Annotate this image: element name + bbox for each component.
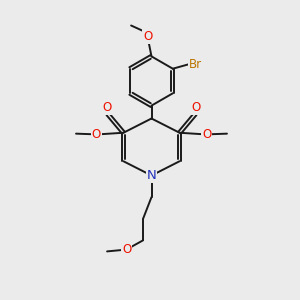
Text: O: O (191, 101, 200, 114)
Text: N: N (147, 169, 156, 182)
Text: O: O (122, 243, 131, 256)
Text: O: O (143, 30, 152, 44)
Text: Br: Br (189, 58, 203, 71)
Text: O: O (103, 101, 112, 114)
Text: O: O (202, 128, 211, 141)
Text: O: O (92, 128, 101, 141)
